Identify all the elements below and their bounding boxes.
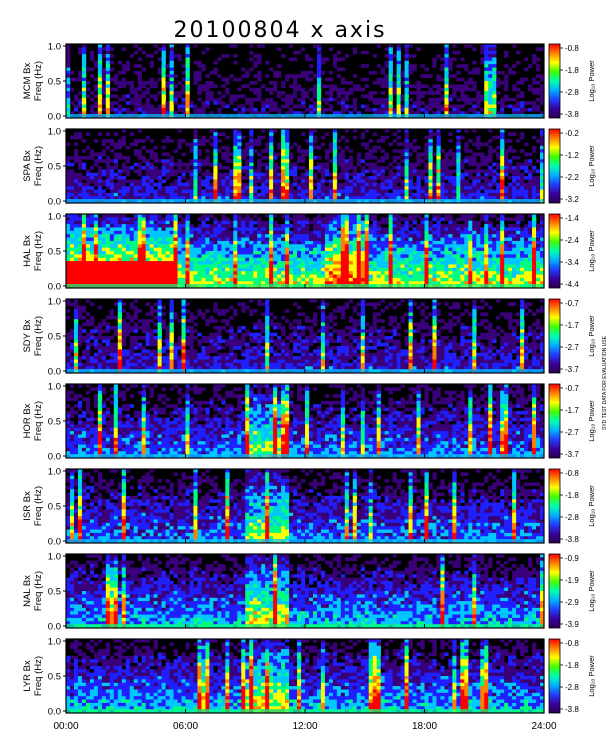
colorbar [548,383,561,459]
colorbar-tick-label: -0.7 [565,384,579,393]
x-tick-label: 18:00 [412,721,437,732]
y-axis-label: ISR BxFreq (Hz) [22,486,44,526]
colorbar-tick-label: -0.2 [565,129,579,138]
y-tick-label: 1.0 [48,212,61,223]
panel-lyr: 0.0 0.5 1.0 LYR BxFreq (Hz) -0.8 -1.8 -2.8 -3.8… [22,637,596,718]
colorbar-label: Log₁₀ Power [587,400,596,442]
panel-spa: 0.0 0.5 1.0 SPA BxFreq (Hz) -0.2 -1.2 -2.2 -3.2… [22,127,596,208]
colorbar-label: Log₁₀ Power [587,145,596,187]
y-tick-label: 0.5 [48,672,61,683]
x-tick-label: 06:00 [173,721,198,732]
panel-sdy: 0.0 0.5 1.0 SDY BxFreq (Hz) -0.7 -1.7 -2.7 -3.7… [22,297,596,378]
colorbar [548,43,561,119]
colorbar-tick-label: -2.8 [565,88,579,97]
colorbar-tick-label: -3.4 [565,258,579,267]
y-tick-label: 1.0 [48,382,61,393]
colorbar-tick-label: -0.8 [565,469,579,478]
y-tick-label: 1.0 [48,467,61,478]
y-tick-label: 0.5 [48,162,61,173]
panel-mcm: 0.0 0.5 1.0 MCM BxFreq (Hz) -0.8 -1.8 -2.8 -3.8… [22,42,596,123]
y-tick-label: 1.0 [48,297,61,308]
y-tick-label: 0.5 [48,587,61,598]
y-tick-label: 0.5 [48,417,61,428]
colorbar-tick-label: -0.7 [565,299,579,308]
panel-hor: 0.0 0.5 1.0 HOR BxFreq (Hz) -0.7 -1.7 -2.7 -3.7… [22,382,596,463]
colorbar [548,213,561,289]
x-tick-label: 12:00 [292,721,317,732]
y-axis-label: HAL BxFreq (Hz) [22,231,44,271]
colorbar-tick-label: -1.2 [565,151,579,160]
colorbar-label: Log₁₀ Power [587,230,596,272]
y-tick-label: 0.0 [48,622,61,633]
colorbar-tick-label: -2.2 [565,173,579,182]
colorbar [548,128,561,204]
colorbar-tick-label: -3.8 [565,535,579,544]
colorbar-tick-label: -0.9 [565,554,579,563]
colorbar-tick-label: -2.7 [565,428,579,437]
panel-nal: 0.0 0.5 1.0 NAL BxFreq (Hz) -0.9 -1.9 -2.9 -3.9… [22,552,596,633]
colorbar-tick-label: -1.7 [565,321,579,330]
colorbar-tick-label: -0.8 [565,639,579,648]
y-tick-label: 0.5 [48,502,61,513]
y-axis-label: HOR BxFreq (Hz) [22,401,44,441]
y-tick-label: 0.0 [48,282,61,293]
panel-hal: 0.0 0.5 1.0 HAL BxFreq (Hz) -1.4 -2.4 -3.4 -4.4… [22,212,596,293]
colorbar-tick-label: -2.4 [565,236,579,245]
colorbar-tick-label: -0.8 [565,44,579,53]
x-tick-label: 00:00 [53,721,78,732]
colorbar-tick-label: -2.8 [565,513,579,522]
colorbar-label: Log₁₀ Power [587,485,596,527]
y-tick-label: 0.0 [48,367,61,378]
colorbar-tick-label: -1.4 [565,214,579,223]
colorbar-tick-label: -4.4 [565,280,579,289]
y-axis-label: LYR BxFreq (Hz) [22,656,44,696]
colorbar-tick-label: -3.8 [565,110,579,119]
y-axis-label: SPA BxFreq (Hz) [22,146,44,186]
colorbar-tick-label: -1.7 [565,406,579,415]
colorbar-tick-label: -3.8 [565,705,579,714]
colorbar-label: Log₁₀ Power [587,315,596,357]
y-tick-label: 1.0 [48,552,61,563]
colorbar [548,298,561,374]
y-axis-label: SDY BxFreq (Hz) [22,316,44,356]
colorbar-tick-label: -2.7 [565,343,579,352]
y-tick-label: 0.5 [48,77,61,88]
colorbar [548,468,561,544]
y-tick-label: 1.0 [48,42,61,53]
y-tick-label: 0.0 [48,452,61,463]
y-axis-label: MCM BxFreq (Hz) [22,61,44,101]
colorbar [548,638,561,714]
colorbar-tick-label: -1.8 [565,66,579,75]
y-tick-label: 0.5 [48,247,61,258]
colorbar-tick-label: -1.8 [565,661,579,670]
y-tick-label: 1.0 [48,637,61,648]
colorbar-tick-label: -2.8 [565,683,579,692]
figure-title: 20100804 x axis [173,18,387,43]
colorbar-label: Log₁₀ Power [587,570,596,612]
panel-isr: 0.0 0.5 1.0 ISR BxFreq (Hz) -0.8 -1.8 -2.8 -3.8… [22,467,596,548]
colorbar-tick-label: -3.7 [565,365,579,374]
colorbar [548,553,561,629]
y-tick-label: 1.0 [48,127,61,138]
colorbar-label: Log₁₀ Power [587,60,596,102]
colorbar-tick-label: -1.8 [565,491,579,500]
y-tick-label: 0.0 [48,197,61,208]
colorbar-tick-label: -3.9 [565,620,579,629]
y-tick-label: 0.0 [48,537,61,548]
colorbar-label: Log₁₀ Power [587,655,596,697]
y-tick-label: 0.0 [48,707,61,718]
x-tick-label: 24:00 [531,721,556,732]
colorbar-tick-label: -3.7 [565,450,579,459]
y-axis-label: NAL BxFreq (Hz) [22,571,44,611]
colorbar-tick-label: -1.9 [565,576,579,585]
y-tick-label: 0.0 [48,112,61,123]
y-tick-label: 0.5 [48,332,61,343]
colorbar-tick-label: -3.2 [565,195,579,204]
colorbar-tick-label: -2.9 [565,598,579,607]
